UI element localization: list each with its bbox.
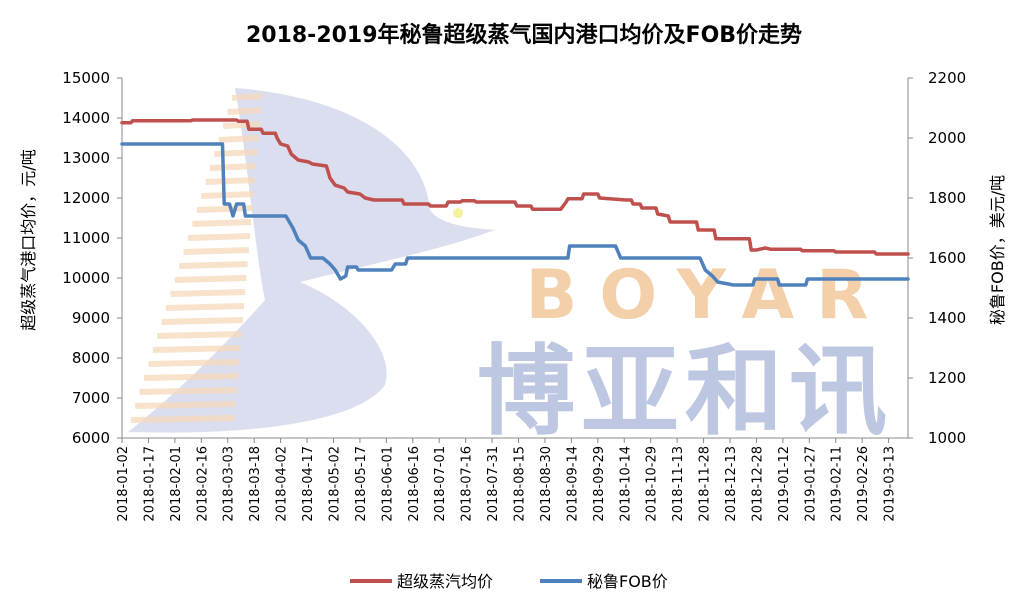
watermark-stripe xyxy=(165,303,245,311)
x-tick-label: 2018-08-15 xyxy=(513,446,528,522)
watermark-stripe xyxy=(201,191,254,199)
x-tick-label: 2019-03-13 xyxy=(883,446,898,522)
watermark-stripe xyxy=(148,359,240,367)
x-tick-label: 2018-01-02 xyxy=(116,446,131,522)
watermark-dot xyxy=(453,208,463,218)
x-tick-label: 2018-09-14 xyxy=(565,446,580,522)
watermark-stripe xyxy=(157,331,242,339)
x-axis-ticks: 2018-01-02 2018-01-17 2018-02-01 2018-02-16… xyxy=(116,438,898,522)
x-tick-label: 2019-02-11 xyxy=(830,446,845,522)
left-tick-label: 14000 xyxy=(62,109,110,127)
right-tick-label: 1400 xyxy=(928,309,966,327)
watermark-stripe xyxy=(218,135,259,143)
left-axis-ticks: 6000 7000 8000 9000 10000 11000 12000 13000 1400… xyxy=(62,69,122,447)
watermark-stripe xyxy=(152,345,241,353)
x-tick-label: 2018-06-16 xyxy=(407,446,422,522)
watermark-stripes xyxy=(130,93,263,423)
watermark-stripe xyxy=(139,387,237,395)
watermark-latin: BOYAR xyxy=(526,256,891,335)
watermark-stripe xyxy=(187,233,251,241)
x-tick-label: 2018-04-02 xyxy=(275,446,290,522)
legend-label-series-2: 秘鲁FOB价 xyxy=(587,572,668,591)
series-layer xyxy=(120,118,910,287)
x-tick-label: 2018-10-14 xyxy=(618,446,633,522)
left-tick-label: 10000 xyxy=(62,269,110,287)
watermark-stripe xyxy=(143,373,239,381)
watermark-stripe xyxy=(223,121,260,129)
watermark-stripe xyxy=(231,93,263,101)
x-tick-label: 2018-05-02 xyxy=(327,446,342,522)
watermark-stripe xyxy=(174,275,247,283)
right-tick-label: 2200 xyxy=(928,69,966,87)
watermark-chinese: 博亚和讯 xyxy=(477,335,893,449)
x-tick-label: 2019-01-27 xyxy=(803,446,818,522)
x-tick-label: 2018-03-03 xyxy=(222,446,237,522)
watermark-stripe xyxy=(205,177,255,185)
watermark-stripe xyxy=(227,107,261,115)
right-axis-ticks: 1000 1200 1400 1600 1800 2000 2200 xyxy=(908,69,966,447)
right-tick-label: 2000 xyxy=(928,129,966,147)
left-tick-label: 11000 xyxy=(62,229,110,247)
series-line-1 xyxy=(120,118,910,256)
right-tick-label: 1600 xyxy=(928,249,966,267)
x-tick-label: 2018-12-28 xyxy=(750,446,765,522)
boyar-watermark: BOYAR 博亚和讯 xyxy=(128,88,893,449)
x-tick-label: 2018-07-16 xyxy=(460,446,475,522)
y-right-axis-title: 秘鲁FOB价，美元/吨 xyxy=(988,175,1007,325)
left-tick-label: 13000 xyxy=(62,149,110,167)
x-tick-label: 2018-11-28 xyxy=(698,446,713,522)
legend-label-series-1: 超级蒸汽均价 xyxy=(397,572,493,591)
x-tick-label: 2018-01-17 xyxy=(142,446,157,522)
watermark-stripe xyxy=(170,289,246,297)
x-tick-label: 2018-08-30 xyxy=(539,446,554,522)
watermark-stripe xyxy=(183,247,249,255)
left-tick-label: 12000 xyxy=(62,189,110,207)
watermark-swoosh-shape xyxy=(128,88,495,433)
watermark-stripe xyxy=(209,163,257,171)
chart-title: 2018-2019年秘鲁超级蒸气国内港口均价及FOB价走势 xyxy=(246,22,802,48)
x-tick-label: 2018-03-18 xyxy=(248,446,263,522)
x-tick-label: 2018-12-13 xyxy=(724,446,739,522)
watermark-stripe xyxy=(161,317,243,325)
left-tick-label: 8000 xyxy=(72,349,110,367)
x-tick-label: 2019-02-26 xyxy=(856,446,871,522)
left-tick-label: 6000 xyxy=(72,429,110,447)
watermark-stripe xyxy=(214,149,258,157)
watermark-stripe xyxy=(179,261,248,269)
right-tick-label: 1000 xyxy=(928,429,966,447)
x-tick-label: 2018-04-17 xyxy=(301,446,316,522)
right-tick-label: 1200 xyxy=(928,369,966,387)
y-left-axis-title: 超级蒸气港口均价，元/吨 xyxy=(19,149,38,330)
x-tick-label: 2018-06-01 xyxy=(380,446,395,522)
x-tick-label: 2018-10-29 xyxy=(645,446,660,522)
x-tick-label: 2018-09-29 xyxy=(592,446,607,522)
legend: 超级蒸汽均价 秘鲁FOB价 xyxy=(350,572,668,591)
left-tick-label: 7000 xyxy=(72,389,110,407)
x-tick-label: 2018-07-31 xyxy=(486,446,501,522)
x-tick-label: 2018-11-13 xyxy=(671,446,686,522)
watermark-stripe xyxy=(130,415,235,423)
x-tick-label: 2018-05-17 xyxy=(354,446,369,522)
watermark-stripe xyxy=(135,401,236,409)
left-tick-label: 15000 xyxy=(62,69,110,87)
watermark-stripe xyxy=(192,219,252,227)
left-tick-label: 9000 xyxy=(72,309,110,327)
x-tick-label: 2018-02-01 xyxy=(169,446,184,522)
x-tick-label: 2018-02-16 xyxy=(195,446,210,522)
right-tick-label: 1800 xyxy=(928,189,966,207)
series-line-2 xyxy=(120,142,910,287)
x-tick-label: 2018-07-01 xyxy=(433,446,448,522)
x-tick-label: 2019-01-12 xyxy=(777,446,792,522)
